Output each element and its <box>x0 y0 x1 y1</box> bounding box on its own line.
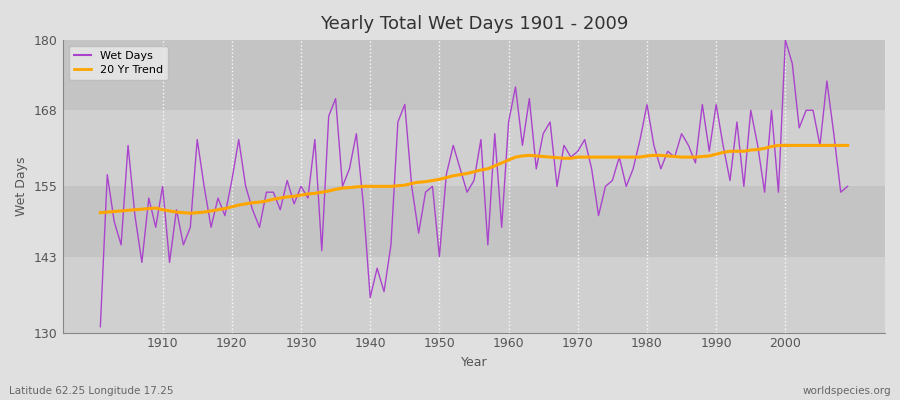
Y-axis label: Wet Days: Wet Days <box>15 156 28 216</box>
20 Yr Trend <box>503 158 514 162</box>
20 Yr Trend <box>510 155 521 160</box>
Wet Days <box>780 38 791 42</box>
20 Yr Trend <box>310 191 320 196</box>
Bar <box>63 186 885 256</box>
Bar <box>63 110 885 186</box>
Wet Days <box>842 184 853 189</box>
20 Yr Trend <box>593 155 604 160</box>
Wet Days <box>150 225 161 230</box>
Legend: Wet Days, 20 Yr Trend: Wet Days, 20 Yr Trend <box>68 46 168 80</box>
Text: Latitude 62.25 Longitude 17.25: Latitude 62.25 Longitude 17.25 <box>9 386 174 396</box>
20 Yr Trend <box>842 143 853 148</box>
Bar <box>63 256 885 332</box>
20 Yr Trend <box>184 211 195 216</box>
Wet Days <box>496 225 507 230</box>
Line: Wet Days: Wet Days <box>101 40 848 327</box>
Title: Yearly Total Wet Days 1901 - 2009: Yearly Total Wet Days 1901 - 2009 <box>320 15 628 33</box>
Text: worldspecies.org: worldspecies.org <box>803 386 891 396</box>
Wet Days <box>95 324 106 329</box>
Line: 20 Yr Trend: 20 Yr Trend <box>101 146 848 213</box>
Wet Days <box>302 196 313 200</box>
20 Yr Trend <box>351 184 362 189</box>
X-axis label: Year: Year <box>461 356 487 369</box>
20 Yr Trend <box>150 206 161 210</box>
Wet Days <box>586 166 597 171</box>
Wet Days <box>344 166 355 171</box>
20 Yr Trend <box>773 143 784 148</box>
20 Yr Trend <box>95 210 106 215</box>
Bar <box>63 40 885 110</box>
Wet Days <box>503 120 514 124</box>
